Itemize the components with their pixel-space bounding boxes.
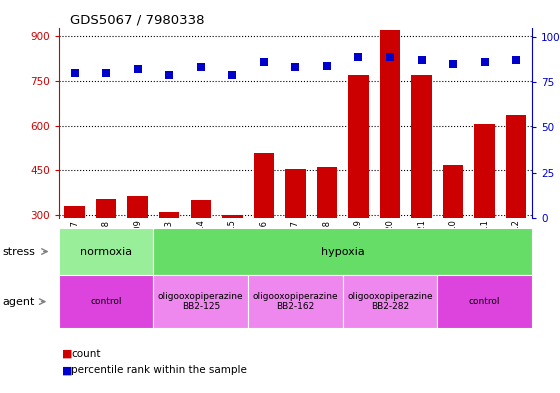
Text: control: control [469, 297, 501, 306]
Text: ■: ■ [62, 349, 72, 359]
Bar [317, 167, 337, 305]
Bar [64, 206, 85, 305]
Point [291, 64, 300, 71]
Text: control: control [90, 297, 122, 306]
Bar [348, 75, 368, 305]
Text: hypoxia: hypoxia [321, 246, 365, 257]
Bar [159, 212, 179, 305]
Point [165, 72, 174, 78]
Bar [190, 200, 211, 305]
Point [133, 66, 142, 72]
Point [417, 57, 426, 63]
Bar [128, 196, 148, 305]
Bar [506, 116, 526, 305]
Text: stress: stress [3, 246, 36, 257]
Point [354, 53, 363, 60]
Point [70, 70, 79, 76]
Bar [254, 152, 274, 305]
Text: agent: agent [3, 297, 35, 307]
Point [449, 61, 458, 67]
Text: count: count [71, 349, 101, 359]
Bar [380, 31, 400, 305]
Text: normoxia: normoxia [80, 246, 132, 257]
Text: oligooxopiperazine
BB2-125: oligooxopiperazine BB2-125 [158, 292, 244, 311]
Point [480, 59, 489, 65]
Bar [96, 199, 116, 305]
Bar [474, 124, 495, 305]
Point [259, 59, 268, 65]
Bar [285, 169, 306, 305]
Point [101, 70, 110, 76]
Point [512, 57, 521, 63]
Text: ■: ■ [62, 365, 72, 375]
Bar [222, 215, 242, 305]
Text: oligooxopiperazine
BB2-282: oligooxopiperazine BB2-282 [347, 292, 433, 311]
Text: percentile rank within the sample: percentile rank within the sample [71, 365, 247, 375]
Text: oligooxopiperazine
BB2-162: oligooxopiperazine BB2-162 [253, 292, 338, 311]
Text: GDS5067 / 7980338: GDS5067 / 7980338 [70, 14, 204, 27]
Point [323, 62, 332, 69]
Point [385, 53, 394, 60]
Point [196, 64, 205, 71]
Bar [412, 75, 432, 305]
Bar [443, 165, 463, 305]
Point [228, 72, 237, 78]
